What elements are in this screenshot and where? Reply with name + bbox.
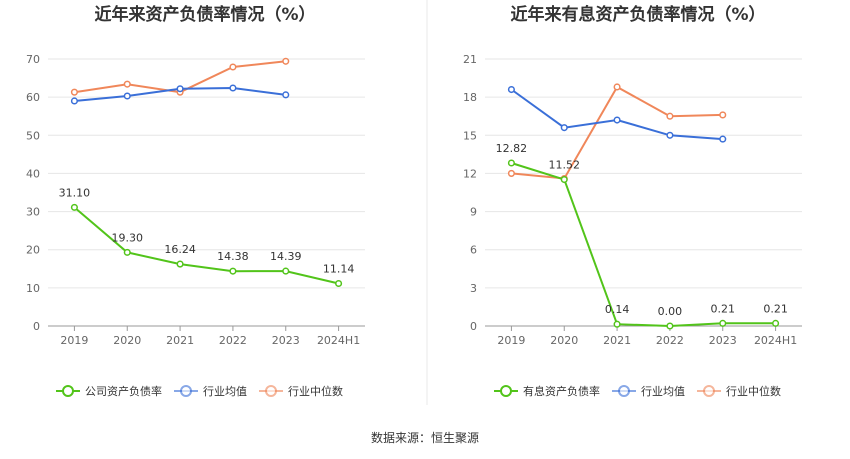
data-point <box>666 131 674 139</box>
y-tick-label: 30 <box>26 206 40 219</box>
data-point <box>176 85 184 93</box>
data-point <box>176 260 184 268</box>
legend-label: 行业均值 <box>641 385 685 398</box>
legend-swatch-marker <box>618 385 630 397</box>
data-label: 0.21 <box>763 302 788 315</box>
data-label: 11.52 <box>549 159 581 172</box>
data-point <box>282 91 290 99</box>
chart-title: 近年来有息资产负债率情况（%） <box>510 4 765 25</box>
legend-label: 公司资产负债率 <box>85 384 162 398</box>
data-point <box>613 116 621 124</box>
data-label: 16.24 <box>164 243 196 256</box>
legend-label: 行业均值 <box>203 385 247 398</box>
data-point <box>772 319 780 327</box>
x-tick-label: 2023 <box>709 334 737 347</box>
y-tick-label: 21 <box>463 53 477 66</box>
data-point <box>70 97 78 105</box>
data-point <box>666 112 674 120</box>
legend-swatch-marker <box>265 385 277 397</box>
data-point <box>70 203 78 211</box>
y-tick-label: 0 <box>470 320 477 333</box>
chart-title: 近年来资产负债率情况（%） <box>94 4 315 25</box>
data-point <box>507 159 515 167</box>
data-point <box>70 88 78 96</box>
data-label: 14.38 <box>217 250 249 263</box>
data-point <box>719 111 727 119</box>
data-label: 0.14 <box>605 303 630 316</box>
data-point <box>719 135 727 143</box>
series-line <box>73 206 339 285</box>
data-point <box>282 57 290 65</box>
data-point <box>123 80 131 88</box>
data-point <box>123 248 131 256</box>
x-tick-label: 2023 <box>272 334 300 347</box>
data-label: 19.30 <box>112 231 144 244</box>
data-point <box>282 267 290 275</box>
series-line <box>511 85 723 180</box>
y-tick-label: 15 <box>463 129 477 142</box>
x-tick-label: 2024H1 <box>754 334 797 347</box>
legend-swatch-marker <box>500 385 512 397</box>
data-point <box>123 92 131 100</box>
x-tick-label: 2021 <box>166 334 194 347</box>
data-point <box>507 169 515 177</box>
series-line <box>511 162 776 328</box>
legend-swatch-marker <box>703 385 715 397</box>
y-tick-label: 6 <box>470 244 477 257</box>
data-label: 31.10 <box>59 186 91 199</box>
y-tick-label: 18 <box>463 91 477 104</box>
x-tick-label: 2019 <box>497 334 525 347</box>
y-tick-label: 10 <box>26 282 40 295</box>
legend-label: 行业中位数 <box>288 384 343 398</box>
y-tick-label: 50 <box>26 129 40 142</box>
y-tick-label: 20 <box>26 244 40 257</box>
legend-swatch-marker <box>180 385 192 397</box>
data-point <box>560 175 568 184</box>
y-tick-label: 60 <box>26 91 40 104</box>
data-point <box>560 124 568 132</box>
data-point <box>229 84 237 92</box>
data-label: 0.00 <box>658 305 683 318</box>
data-point <box>666 322 674 330</box>
legend-swatch-marker <box>62 385 74 397</box>
x-tick-label: 2021 <box>603 334 631 347</box>
y-tick-label: 0 <box>33 320 40 333</box>
data-label: 12.82 <box>496 142 528 155</box>
data-point <box>613 83 621 91</box>
x-tick-label: 2022 <box>656 334 684 347</box>
y-tick-label: 70 <box>26 53 40 66</box>
y-tick-label: 12 <box>463 167 477 180</box>
data-label: 11.14 <box>323 263 355 276</box>
data-point <box>229 267 237 275</box>
x-tick-label: 2024H1 <box>317 334 360 347</box>
data-point <box>335 279 343 288</box>
legend-label: 行业中位数 <box>726 384 781 398</box>
data-point <box>613 320 621 328</box>
data-label: 0.21 <box>711 302 736 315</box>
data-point <box>507 85 515 94</box>
y-tick-label: 9 <box>470 206 477 219</box>
x-tick-label: 2020 <box>113 334 141 347</box>
data-point <box>719 319 727 327</box>
data-source-note: 数据来源：恒生聚源 <box>371 430 479 445</box>
x-tick-label: 2020 <box>550 334 578 347</box>
x-tick-label: 2022 <box>219 334 247 347</box>
y-tick-label: 40 <box>26 167 40 180</box>
legend-label: 有息资产负债率 <box>523 384 600 398</box>
data-point <box>229 63 237 71</box>
y-tick-label: 3 <box>470 282 477 295</box>
x-tick-label: 2019 <box>60 334 88 347</box>
data-label: 14.39 <box>270 250 302 263</box>
